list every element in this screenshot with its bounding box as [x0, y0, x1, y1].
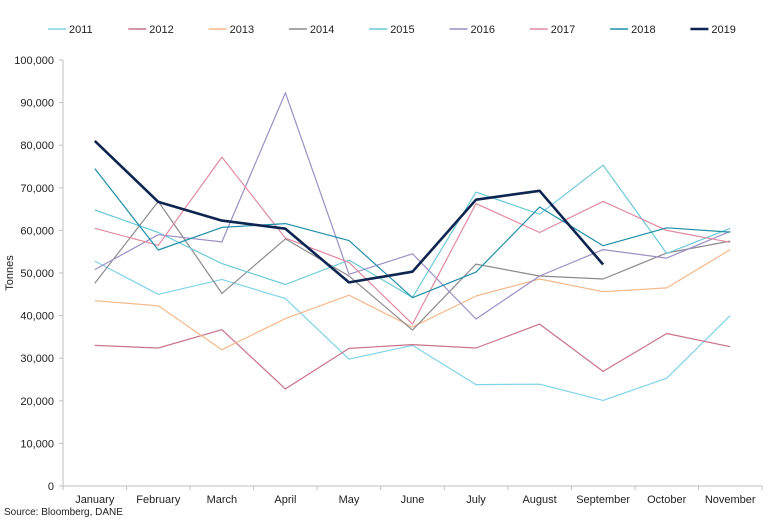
series-line-2019	[93, 139, 605, 284]
series-line-2013	[94, 249, 731, 351]
legend-label-2013: 2013	[230, 24, 254, 36]
x-tick-label: January	[75, 494, 115, 506]
series-line-2011	[94, 260, 731, 401]
y-tick-label: 40,000	[20, 311, 54, 323]
series-line-2012	[94, 323, 731, 390]
y-tick-label: 50,000	[20, 268, 54, 280]
series-line-2015	[94, 164, 731, 298]
series-line-2018	[94, 168, 731, 299]
plot-frame	[62, 60, 762, 487]
series-line-2017	[94, 156, 731, 325]
y-axis: 0 10,000 20,000 30,000 40,000 50,000 60,000 70,…	[14, 55, 63, 493]
x-tick-label: October	[647, 494, 686, 506]
x-tick-label: May	[339, 494, 360, 506]
series-lines	[93, 92, 731, 401]
y-tick-label: 60,000	[20, 225, 54, 237]
y-tick-label: 70,000	[20, 183, 54, 195]
y-tick-label: 10,000	[20, 438, 54, 450]
y-tick-label: 30,000	[20, 353, 54, 365]
legend-label-2017: 2017	[551, 24, 575, 36]
legend-label-2019: 2019	[711, 24, 735, 36]
x-tick-label: April	[274, 494, 296, 506]
x-tick-label: November	[705, 494, 756, 506]
y-tick-label: 0	[48, 481, 54, 493]
x-tick-label: August	[522, 494, 556, 506]
legend-label-2011: 2011	[69, 24, 93, 36]
legend-label-2018: 2018	[631, 24, 655, 36]
x-tick-label: September	[576, 494, 630, 506]
x-axis: January February March April May June July Augu…	[62, 486, 763, 506]
y-tick-label: 90,000	[20, 98, 54, 110]
y-axis-title-group: Tonnes	[4, 255, 16, 291]
y-tick-label: 100,000	[14, 55, 54, 67]
series-line-2016	[94, 92, 731, 320]
legend-label-2012: 2012	[149, 24, 173, 36]
x-tick-label: July	[466, 494, 486, 506]
legend-label-2015: 2015	[390, 24, 414, 36]
y-axis-title: Tonnes	[4, 255, 16, 291]
legend-label-2014: 2014	[310, 24, 334, 36]
y-tick-label: 80,000	[20, 140, 54, 152]
series-line-2014	[94, 200, 731, 331]
y-tick-label: 20,000	[20, 396, 54, 408]
source-note: Source: Bloomberg, DANE	[4, 507, 123, 518]
x-tick-label: June	[401, 494, 425, 506]
x-tick-label: February	[136, 494, 181, 506]
legend: 2011 2012 2013 2014 2015 2016 2017 2018 2019	[48, 24, 736, 36]
x-tick-label: March	[207, 494, 238, 506]
legend-label-2016: 2016	[471, 24, 495, 36]
